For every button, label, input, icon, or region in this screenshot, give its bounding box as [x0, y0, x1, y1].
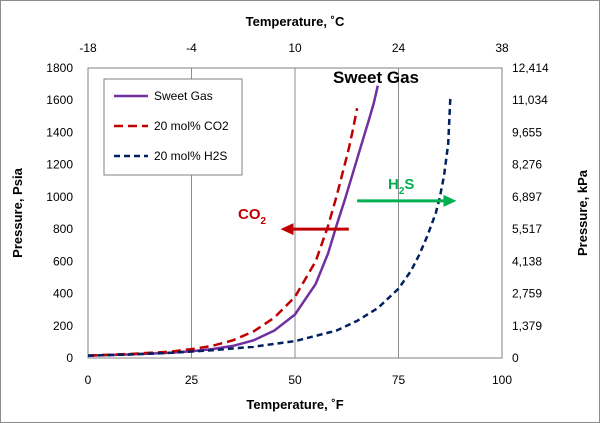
y-tick-label: 800: [53, 222, 73, 236]
y-tick-label: 600: [53, 254, 73, 268]
x-axis-title-top: Temperature, ˚C: [246, 14, 345, 29]
y-tick-label: 1200: [46, 158, 73, 172]
top-tick-label: 24: [392, 41, 406, 55]
top-tick-label: -18: [79, 41, 97, 55]
annotation-co2: CO2: [238, 206, 267, 227]
top-tick-label: 38: [495, 41, 509, 55]
x-tick-label: 25: [185, 373, 199, 387]
h2s-arrow-head: [443, 194, 457, 207]
legend-label-co2: 20 mol% CO2: [154, 119, 229, 133]
right-tick-label: 8,276: [512, 158, 542, 172]
top-tick-label: 10: [288, 41, 302, 55]
legend: Sweet Gas 20 mol% CO2 20 mol% H2S: [103, 78, 243, 176]
y-tick-label: 1800: [46, 61, 73, 75]
y-tick-label: 1400: [46, 125, 73, 139]
right-tick-label: 1,379: [512, 319, 542, 333]
right-tick-label: 2,759: [512, 287, 542, 301]
right-tick-label: 0: [512, 351, 519, 365]
y-axis-title-left: Pressure, Psia: [10, 167, 25, 257]
x-axis-title-bottom: Temperature, ˚F: [246, 397, 343, 412]
plot-area: [87, 67, 503, 359]
right-tick-label: 5,517: [512, 222, 542, 236]
right-tick-label: 9,655: [512, 125, 542, 139]
legend-label-sweet-gas: Sweet Gas: [154, 89, 213, 103]
y-tick-label: 200: [53, 319, 73, 333]
y-tick-label: 400: [53, 287, 73, 301]
y-axis-title-right: Pressure, kPa: [575, 169, 590, 256]
series-line-2: [87, 98, 452, 357]
x-tick-label: 0: [85, 373, 92, 387]
x-tick-label: 50: [288, 373, 302, 387]
series-lines: [87, 85, 452, 357]
right-tick-label: 12,414: [512, 61, 549, 75]
right-tick-label: 4,138: [512, 254, 542, 268]
x-tick-label: 100: [492, 373, 512, 387]
annotations: Sweet Gas CO2 H2S: [238, 68, 457, 236]
annotation-h2s: H2S: [388, 176, 414, 197]
x-tick-label: 75: [392, 373, 406, 387]
y-tick-label: 1600: [46, 93, 73, 107]
co2-arrow-head: [280, 223, 294, 236]
y-tick-label: 1000: [46, 190, 73, 204]
right-tick-label: 6,897: [512, 190, 542, 204]
top-tick-label: -4: [186, 41, 197, 55]
y-tick-label: 0: [66, 351, 73, 365]
right-tick-label: 11,034: [512, 93, 548, 107]
annotation-sweet-gas: Sweet Gas: [333, 68, 419, 87]
legend-label-h2s: 20 mol% H2S: [154, 149, 227, 163]
